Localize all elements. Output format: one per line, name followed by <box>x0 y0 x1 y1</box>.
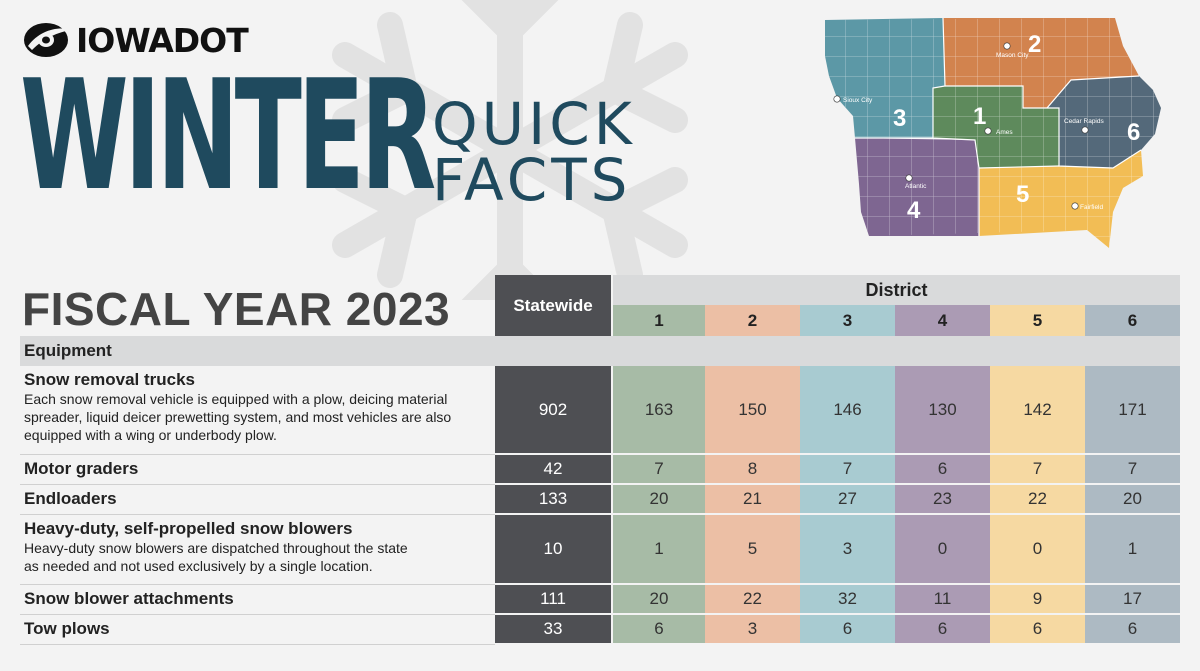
title-quick: QUICK <box>432 90 636 158</box>
district-1-value: 1 <box>612 514 705 585</box>
district-5-value: 0 <box>990 514 1085 585</box>
district-4-value: 11 <box>895 584 990 615</box>
district-3-value: 6 <box>800 614 895 645</box>
district-4-value: 0 <box>895 514 990 585</box>
row-label: Snow blower attachments <box>20 584 495 615</box>
iowadot-swoosh-icon <box>24 23 72 57</box>
district-6-value: 17 <box>1085 584 1181 615</box>
district-1-value: 7 <box>612 454 705 485</box>
district-5-header: 5 <box>990 305 1085 336</box>
district-3-value: 146 <box>800 366 895 455</box>
row-description: equipped with a wing or underbody plow. <box>24 427 277 443</box>
district-5-value: 6 <box>990 614 1085 645</box>
table-row: Snow removal trucks Each snow removal veh… <box>20 366 1181 455</box>
district-4-value: 6 <box>895 454 990 485</box>
district-3-value: 7 <box>800 454 895 485</box>
district-2-number: 2 <box>1028 31 1041 58</box>
table-row: Motor graders 42 7 8 7 6 7 7 <box>20 454 1181 485</box>
district-6-header: 6 <box>1085 305 1181 336</box>
row-label: Tow plows <box>20 614 495 645</box>
district-5-value: 22 <box>990 484 1085 515</box>
equipment-table: Statewide District 1 2 3 4 5 6 Equipment… <box>20 275 1181 645</box>
fiscal-year-heading: FISCAL YEAR 2023 <box>22 283 451 335</box>
district-6-value: 7 <box>1085 454 1181 485</box>
iowa-district-map: 1 2 3 4 5 6 Ames Mason City Sioux City A… <box>825 17 1161 248</box>
table-row: Heavy-duty, self-propelled snow blowers H… <box>20 514 1181 585</box>
row-name: Snow blower attachments <box>24 588 234 608</box>
district-4-header: 4 <box>895 305 990 336</box>
iowadot-logo: IOWADOT <box>22 20 249 60</box>
district-2-value: 150 <box>705 366 800 455</box>
row-description: spreader, liquid deicer prewetting syste… <box>24 409 452 425</box>
district-5-value: 9 <box>990 584 1085 615</box>
row-label: Heavy-duty, self-propelled snow blowers H… <box>20 514 495 585</box>
row-name: Snow removal trucks <box>24 370 196 389</box>
logo-wordmark: IOWADOT <box>76 20 249 60</box>
district-4-value: 130 <box>895 366 990 455</box>
district-3-value: 27 <box>800 484 895 515</box>
district-6-value: 20 <box>1085 484 1181 515</box>
district-6-value: 171 <box>1085 366 1181 455</box>
city-fairfield-label: Fairfield <box>1080 204 1104 211</box>
row-name: Tow plows <box>24 618 110 638</box>
row-description: Heavy-duty snow blowers are dispatched t… <box>24 539 408 556</box>
statewide-value: 902 <box>495 366 613 455</box>
city-atlantic-label: Atlantic <box>905 183 927 190</box>
table-row: Snow blower attachments 111 20 22 32 11 9 17 <box>20 584 1181 615</box>
district-3-number: 3 <box>893 105 906 132</box>
snowflake-decoration <box>332 0 688 300</box>
title-winter: WINTER <box>20 47 436 224</box>
city-ames-label: Ames <box>996 129 1013 136</box>
district-header: District <box>612 275 1181 305</box>
statewide-value: 111 <box>495 584 613 615</box>
district-1-value: 20 <box>612 584 705 615</box>
row-label: Endloaders <box>20 484 495 515</box>
district-5-value: 7 <box>990 454 1085 485</box>
table-row: Tow plows 33 6 3 6 6 6 6 <box>20 614 1181 645</box>
row-label: Motor graders <box>20 454 495 485</box>
statewide-value: 42 <box>495 454 613 485</box>
district-1-header: 1 <box>612 305 705 336</box>
row-name: Motor graders <box>24 458 139 478</box>
city-mason-city-label: Mason City <box>996 52 1029 59</box>
row-name: Heavy-duty, self-propelled snow blowers <box>24 518 353 538</box>
city-sioux-city-label: Sioux City <box>843 97 873 104</box>
title-quick-facts: QUICK FACTS <box>432 90 636 214</box>
district-5-number: 5 <box>1016 181 1029 208</box>
district-2-value: 8 <box>705 454 800 485</box>
district-2-value: 21 <box>705 484 800 515</box>
district-1-value: 163 <box>612 366 705 455</box>
statewide-header: Statewide <box>495 275 613 336</box>
district-6-value: 1 <box>1085 514 1181 585</box>
district-3-value: 3 <box>800 514 895 585</box>
district-3-header: 3 <box>800 305 895 336</box>
statewide-value: 10 <box>495 514 613 585</box>
district-2-value: 5 <box>705 514 800 585</box>
district-2-value: 22 <box>705 584 800 615</box>
district-1-value: 20 <box>612 484 705 515</box>
row-name: Endloaders <box>24 488 117 508</box>
district-3-value: 32 <box>800 584 895 615</box>
statewide-value: 133 <box>495 484 613 515</box>
district-2-header: 2 <box>705 305 800 336</box>
district-4-value: 6 <box>895 614 990 645</box>
table-row: Endloaders 133 20 21 27 23 22 20 <box>20 484 1181 515</box>
row-label: Snow removal trucks Each snow removal veh… <box>20 366 495 455</box>
district-5-value: 142 <box>990 366 1085 455</box>
district-2-value: 3 <box>705 614 800 645</box>
district-6-number: 6 <box>1127 119 1140 146</box>
district-6-value: 6 <box>1085 614 1181 645</box>
district-1-value: 6 <box>612 614 705 645</box>
row-description: Each snow removal vehicle is equipped wi… <box>24 391 448 407</box>
title-facts: FACTS <box>432 146 632 214</box>
section-equipment: Equipment <box>20 336 1181 366</box>
city-cedar-rapids-label: Cedar Rapids <box>1064 118 1104 125</box>
statewide-value: 33 <box>495 614 613 645</box>
district-4-number: 4 <box>907 197 921 224</box>
row-description: as needed and not used exclusively by a … <box>24 557 373 574</box>
district-4-value: 23 <box>895 484 990 515</box>
district-1-number: 1 <box>973 103 986 130</box>
